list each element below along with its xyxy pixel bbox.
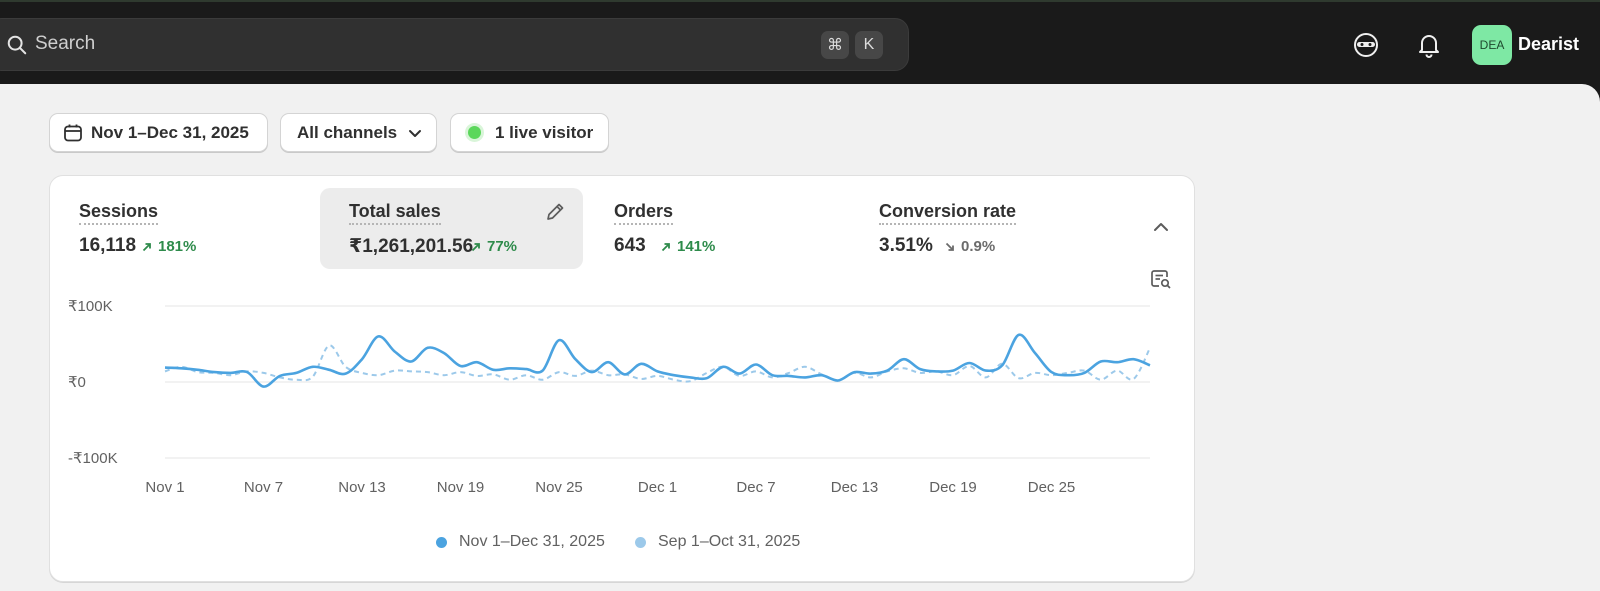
arrow-up-right-icon bbox=[142, 242, 151, 251]
search-bar[interactable]: Search ⌘ K bbox=[0, 18, 909, 71]
live-visitors-label: 1 live visitor bbox=[495, 122, 594, 142]
sales-line-chart: ₹100K ₹0 -₹100K Nov 1 Nov 7 Nov 13 Nov 19 Nov 2… bbox=[68, 298, 1151, 496]
metric-conversion-rate[interactable]: Conversion rate 3.51% 0.9% bbox=[850, 188, 1113, 269]
metric-label: Total sales bbox=[349, 201, 441, 225]
metric-total-sales[interactable]: Total sales ₹1,261,201.56 77% bbox=[320, 188, 583, 269]
edit-pencil-icon[interactable] bbox=[544, 201, 566, 223]
main-content: Nov 1–Dec 31, 2025 All channels 1 live v… bbox=[0, 84, 1600, 591]
x-tick-label: Dec 19 bbox=[929, 479, 977, 496]
live-status-dot bbox=[468, 126, 481, 139]
metric-sessions[interactable]: Sessions 16,118 181% bbox=[50, 188, 313, 269]
search-icon bbox=[7, 35, 27, 55]
x-tick-label: Nov 25 bbox=[535, 479, 583, 496]
x-tick-label: Dec 1 bbox=[638, 479, 677, 496]
metric-change-value: 181% bbox=[158, 238, 197, 255]
y-tick-label: -₹100K bbox=[68, 450, 118, 467]
shortcut-k-key: K bbox=[855, 31, 883, 59]
x-tick-label: Nov 19 bbox=[437, 479, 485, 496]
metric-change: 141% bbox=[660, 238, 715, 255]
metric-orders[interactable]: Orders 643 141% bbox=[585, 188, 848, 269]
arrow-up-right-icon bbox=[471, 242, 480, 251]
y-tick-label: ₹100K bbox=[68, 298, 113, 315]
top-bar: Search ⌘ K DEA Dearist bbox=[0, 0, 1600, 84]
bell-icon[interactable] bbox=[1415, 31, 1443, 59]
metric-change: 181% bbox=[141, 238, 196, 255]
channels-label: All channels bbox=[297, 122, 398, 142]
metric-change-value: 141% bbox=[677, 238, 716, 255]
legend-item-previous[interactable]: Sep 1–Oct 31, 2025 bbox=[635, 533, 800, 551]
metric-change-value: 77% bbox=[487, 238, 518, 255]
x-tick-label: Nov 13 bbox=[338, 479, 386, 496]
incognito-icon[interactable] bbox=[1352, 31, 1380, 59]
series-line-previous bbox=[164, 344, 1151, 383]
metric-value: ₹1,261,201.56 bbox=[349, 236, 474, 257]
chevron-down-icon bbox=[409, 129, 422, 137]
legend-label-previous: Sep 1–Oct 31, 2025 bbox=[658, 533, 801, 550]
x-tick-label: Dec 7 bbox=[736, 479, 775, 496]
metric-value: 643 bbox=[614, 235, 646, 256]
arrow-down-right-icon bbox=[945, 242, 954, 251]
metric-label: Conversion rate bbox=[879, 201, 1017, 225]
metric-change: 0.9% bbox=[944, 238, 995, 255]
metric-change-value: 0.9% bbox=[961, 238, 996, 255]
y-tick-label: ₹0 bbox=[68, 374, 86, 391]
store-name[interactable]: Dearist bbox=[1518, 34, 1580, 54]
legend-item-current[interactable]: Nov 1–Dec 31, 2025 bbox=[436, 533, 605, 551]
date-range-button[interactable]: Nov 1–Dec 31, 2025 bbox=[49, 113, 268, 152]
live-visitors-button[interactable]: 1 live visitor bbox=[450, 113, 609, 152]
date-range-label: Nov 1–Dec 31, 2025 bbox=[91, 122, 249, 142]
x-tick-label: Nov 7 bbox=[244, 479, 283, 496]
shortcut-cmd-key: ⌘ bbox=[821, 31, 849, 59]
channels-dropdown[interactable]: All channels bbox=[280, 113, 437, 152]
metric-change: 77% bbox=[470, 238, 517, 255]
calendar-icon bbox=[64, 124, 82, 141]
metrics-card: Sessions 16,118 181% Total sales ₹1,261,… bbox=[49, 175, 1195, 582]
legend-swatch-previous bbox=[635, 536, 646, 548]
x-tick-label: Nov 1 bbox=[145, 479, 184, 496]
series-line-current bbox=[164, 333, 1151, 388]
x-tick-label: Dec 13 bbox=[831, 479, 879, 496]
metric-value: 16,118 bbox=[79, 235, 137, 256]
x-tick-label: Dec 25 bbox=[1028, 479, 1076, 496]
metric-value: 3.51% bbox=[879, 235, 933, 256]
metric-label: Sessions bbox=[79, 201, 159, 225]
arrow-up-right-icon bbox=[661, 242, 670, 251]
search-input[interactable]: Search bbox=[35, 33, 96, 54]
avatar[interactable]: DEA bbox=[1472, 25, 1512, 65]
legend-swatch-current bbox=[436, 536, 447, 548]
legend-label-current: Nov 1–Dec 31, 2025 bbox=[459, 533, 605, 550]
metric-label: Orders bbox=[614, 201, 674, 225]
view-report-icon[interactable] bbox=[1150, 268, 1172, 290]
chevron-up-icon[interactable] bbox=[1150, 216, 1172, 238]
